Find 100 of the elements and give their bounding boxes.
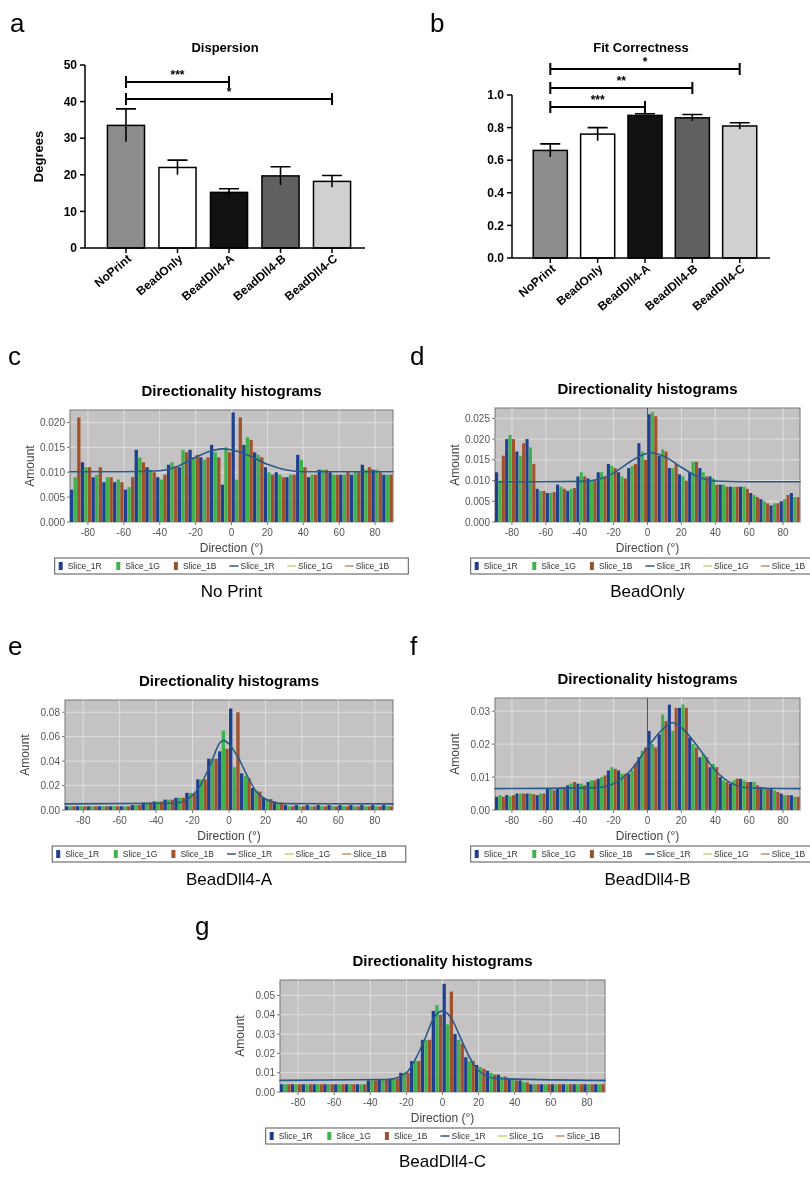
- x-tick-label: 40: [709, 527, 722, 538]
- text: BeadDll4-B: [604, 870, 691, 889]
- y-tick-label: 0.0: [487, 251, 505, 266]
- chart-title: Directionality histograms: [557, 380, 738, 397]
- legend-label: Slice_1B: [598, 848, 633, 859]
- legend-label: Slice_1B: [598, 560, 633, 571]
- x-tick-label: -60: [538, 815, 554, 826]
- chart-title: Directionality histograms: [138, 672, 320, 689]
- y-tick-label: 0.000: [39, 516, 66, 528]
- legend-label: Slice_1B: [180, 848, 215, 859]
- x-tick-label: 60: [743, 527, 756, 538]
- legend-label: Slice_1B: [771, 560, 806, 571]
- legend-label: Slice_1G: [298, 560, 333, 571]
- x-tick-label: 80: [777, 815, 790, 826]
- x-tick-label: -80: [504, 815, 520, 826]
- y-tick-label: 0.00: [40, 804, 61, 816]
- chart-title: Directionality histograms: [141, 382, 322, 399]
- legend-label: Slice_1B: [182, 560, 217, 571]
- y-axis-title: Amount: [18, 733, 32, 776]
- legend-label: Slice_1R: [278, 1130, 313, 1141]
- x-tick-label: 0: [644, 527, 651, 538]
- y-tick-label: 0.005: [39, 491, 66, 503]
- y-tick-label: 0.4: [487, 186, 505, 200]
- legend-label: Slice_1R: [240, 560, 275, 571]
- x-tick-label: 40: [296, 815, 308, 826]
- y-tick-label: 0.02: [255, 1047, 276, 1059]
- legend-label: Slice_1G: [125, 560, 160, 571]
- legend-label: Slice_1R: [238, 848, 273, 859]
- y-tick-label: 1.0: [487, 88, 505, 103]
- y-tick-label: 0.04: [40, 755, 61, 767]
- text: BeadOnly: [610, 582, 686, 601]
- x-axis-title: Direction (°): [197, 829, 261, 843]
- y-axis-title: Degrees: [31, 130, 46, 183]
- legend-label: Slice_1G: [714, 848, 749, 859]
- legend-label: Slice_1B: [353, 848, 388, 859]
- text: g: [195, 911, 210, 941]
- y-tick-label: 30: [63, 131, 78, 146]
- y-tick-label: 10: [63, 204, 78, 219]
- y-tick-label: 0.02: [40, 780, 61, 792]
- text: d: [410, 341, 425, 371]
- legend-label: Slice_1G: [336, 1130, 371, 1141]
- y-tick-label: 0.01: [255, 1067, 276, 1079]
- x-tick-label: -60: [112, 815, 128, 826]
- text: a: [10, 8, 25, 38]
- x-tick-label: 80: [369, 527, 382, 538]
- y-tick-label: 0.010: [464, 475, 491, 487]
- x-tick-label: 80: [777, 527, 790, 538]
- y-tick-label: 0.015: [39, 441, 66, 453]
- legend-label: Slice_1R: [483, 848, 518, 859]
- y-tick-label: 0.2: [487, 218, 505, 233]
- x-tick-label: -80: [76, 815, 91, 826]
- x-tick-label: 80: [369, 815, 381, 826]
- y-tick-label: 0.000: [464, 516, 491, 528]
- y-tick-label: 0.03: [255, 1028, 276, 1040]
- x-tick-label: -40: [152, 527, 168, 538]
- y-axis-title: Amount: [23, 444, 37, 487]
- x-tick-label: 0: [226, 815, 233, 826]
- legend-label: Slice_1G: [541, 560, 576, 571]
- x-tick-label: 0: [644, 815, 651, 826]
- legend-label: Slice_1B: [771, 848, 806, 859]
- legend-label: Slice_1R: [67, 560, 102, 571]
- x-tick-label: -20: [185, 815, 201, 826]
- x-axis-title: Direction (°): [410, 1111, 475, 1125]
- y-tick-label: 0.01: [470, 771, 491, 783]
- annotation: ***: [170, 68, 185, 82]
- y-tick-label: 0.04: [255, 1009, 276, 1021]
- y-tick-label: 0.8: [487, 120, 505, 135]
- y-tick-label: 50: [63, 58, 78, 73]
- y-tick-label: 0.02: [470, 738, 491, 750]
- y-tick-label: 0.03: [470, 705, 491, 717]
- annotation: ***: [590, 93, 605, 107]
- x-tick-label: 0: [439, 1097, 446, 1108]
- legend-label: Slice_1B: [566, 1130, 601, 1141]
- legend-label: Slice_1G: [714, 560, 749, 571]
- text: b: [430, 8, 445, 38]
- legend-label: Slice_1G: [295, 848, 331, 859]
- x-tick-label: 60: [333, 527, 346, 538]
- text: **: [616, 74, 627, 88]
- x-axis-title: Direction (°): [615, 541, 680, 555]
- chart-title: Fit Correctness: [593, 40, 689, 55]
- legend-label: Slice_1R: [451, 1130, 486, 1141]
- x-axis-title: Direction (°): [199, 541, 264, 555]
- x-tick-label: -60: [326, 1097, 342, 1108]
- x-tick-label: -40: [363, 1097, 378, 1108]
- legend-label: Slice_1G: [509, 1130, 544, 1141]
- y-tick-label: 0.020: [464, 433, 491, 445]
- y-tick-label: 0.010: [39, 466, 66, 478]
- text: *: [642, 55, 648, 69]
- y-tick-label: 20: [63, 168, 78, 182]
- x-tick-label: 0: [228, 527, 235, 538]
- text: e: [8, 631, 23, 661]
- text: No Print: [200, 582, 263, 601]
- y-tick-label: 0.00: [470, 804, 491, 816]
- x-tick-label: 40: [709, 815, 722, 826]
- x-tick-label: -40: [572, 527, 588, 538]
- x-tick-label: 60: [332, 815, 345, 826]
- x-tick-label: 20: [675, 527, 688, 538]
- x-tick-label: 40: [509, 1097, 521, 1108]
- y-tick-label: 0.05: [255, 989, 276, 1001]
- y-axis-title: Amount: [448, 443, 462, 486]
